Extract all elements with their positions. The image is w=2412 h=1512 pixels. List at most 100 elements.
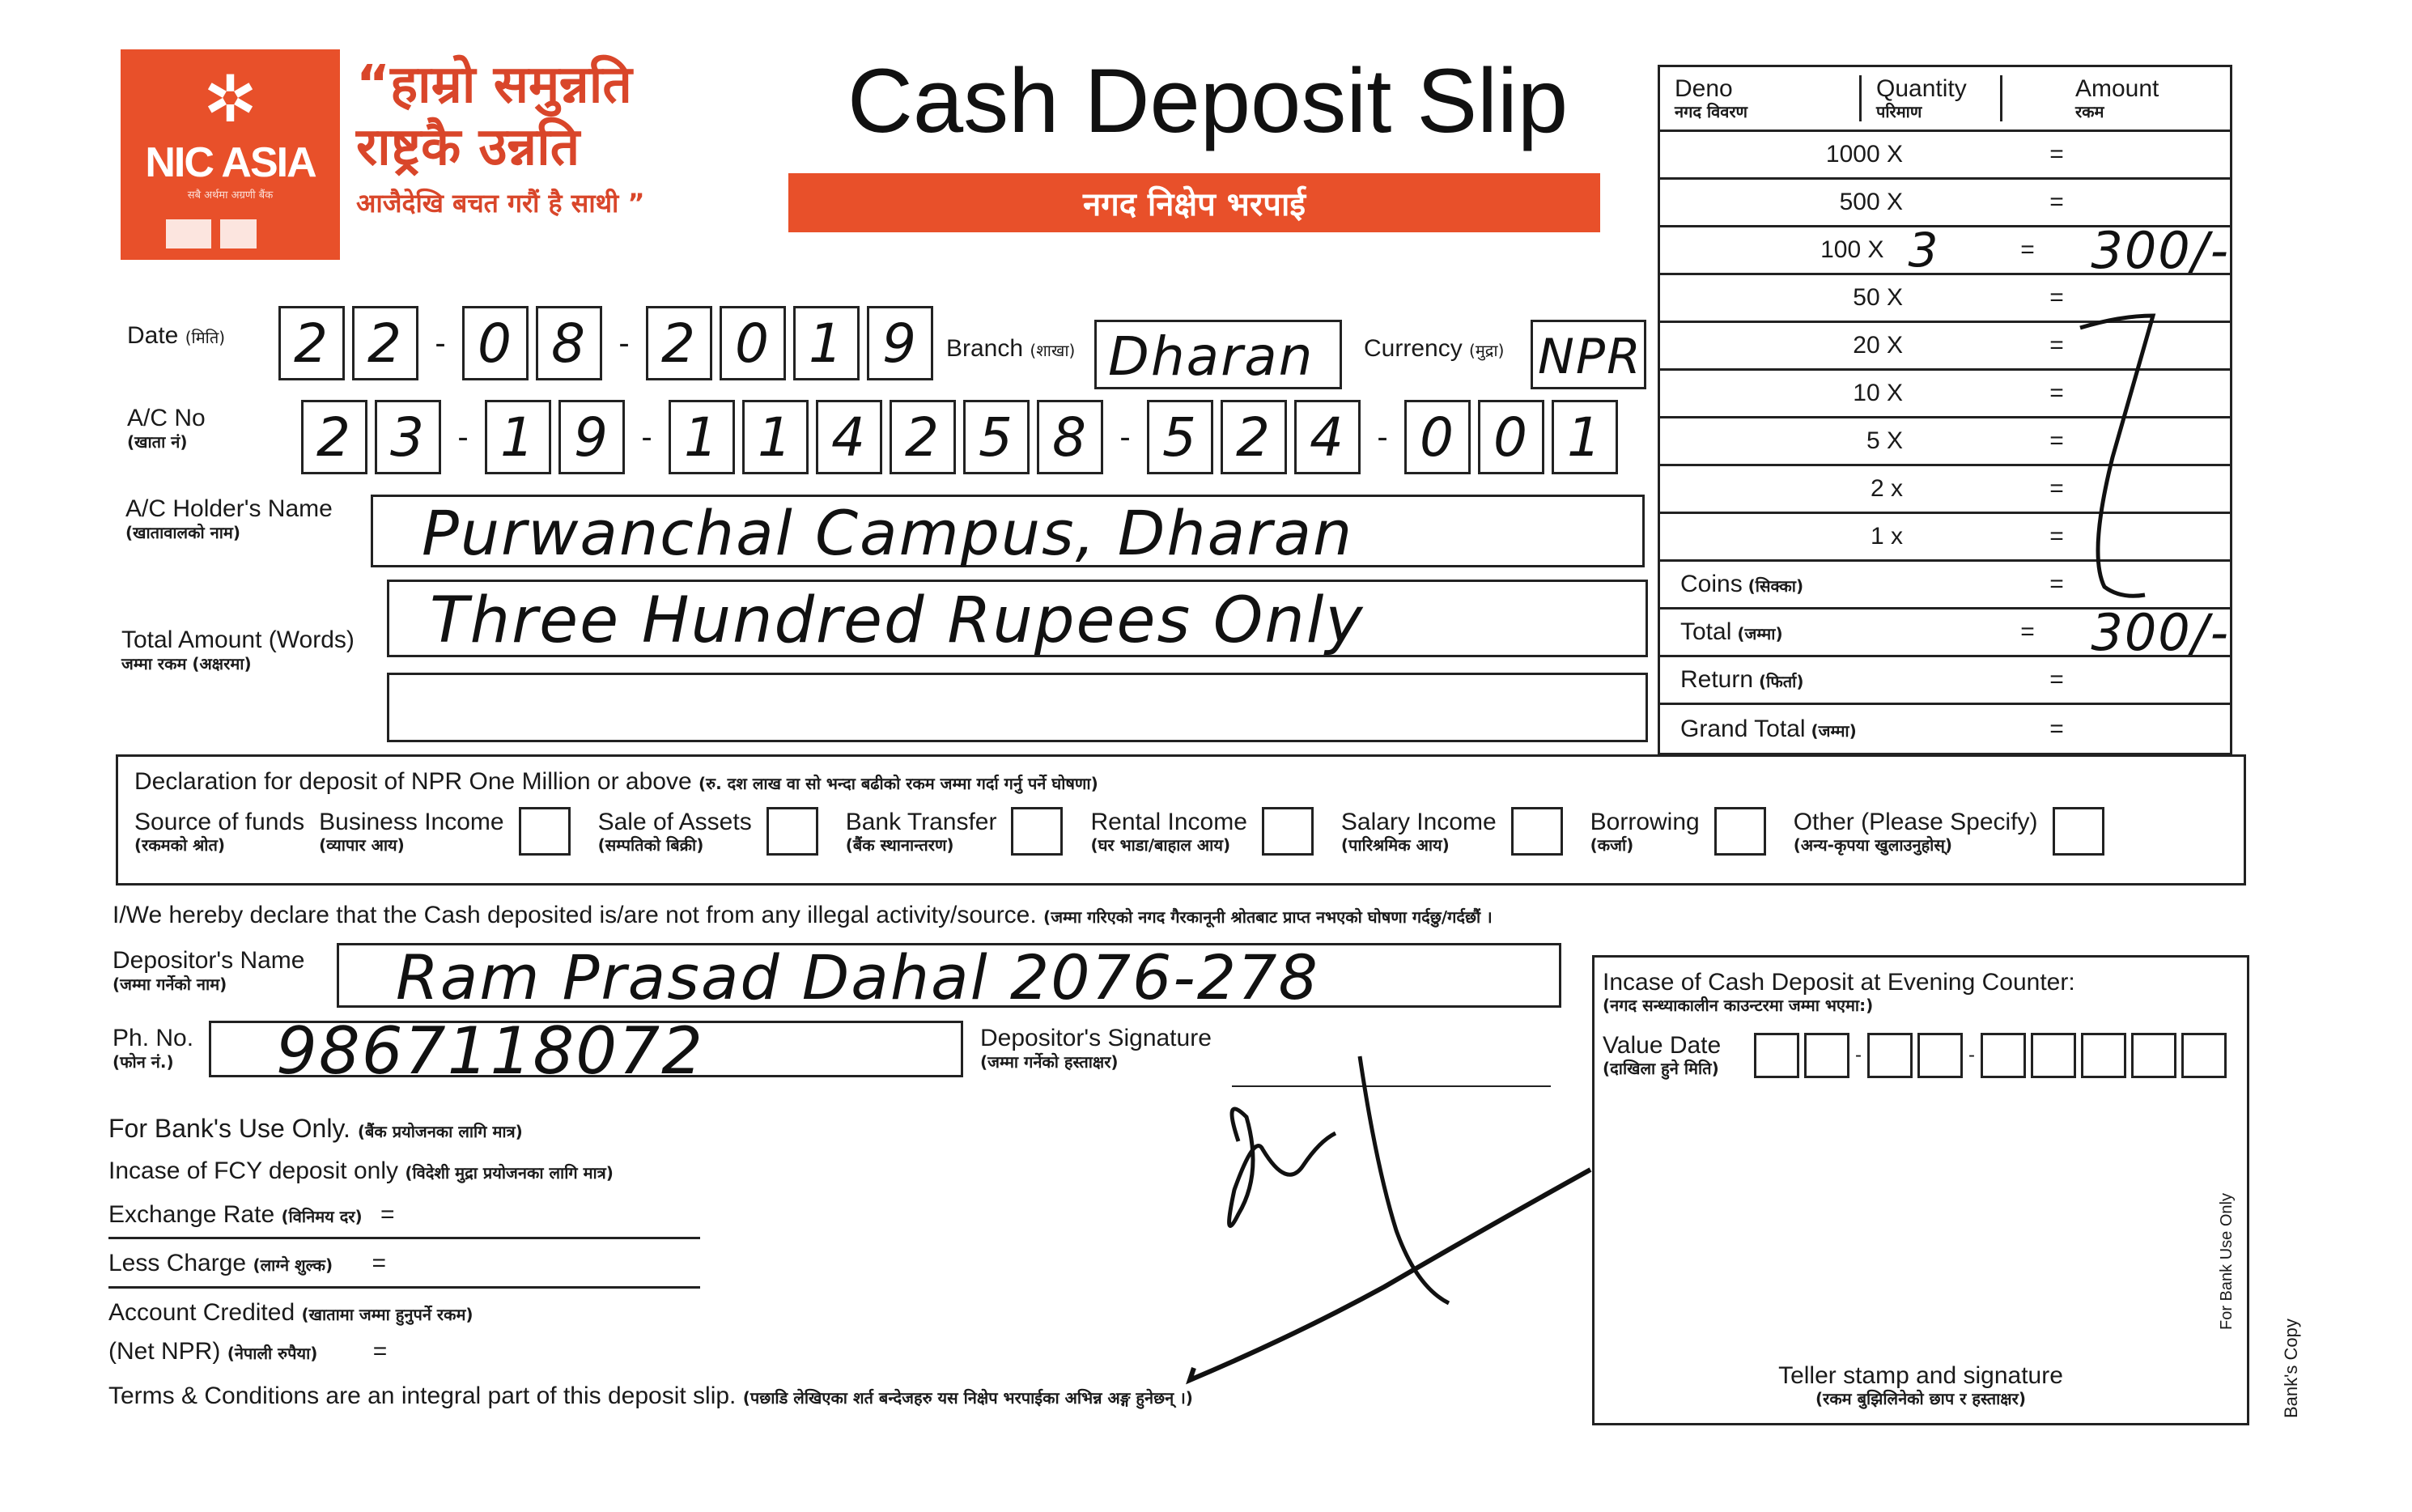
- phone-label-en: Ph. No.: [113, 1025, 194, 1051]
- digit-box[interactable]: 0: [1478, 400, 1544, 474]
- denomination-label: 2 x: [1660, 475, 1903, 503]
- denomination-label: 100 X: [1660, 236, 1883, 264]
- source-option-checkbox[interactable]: [518, 807, 571, 856]
- amount-field[interactable]: 300/-: [2091, 602, 2230, 662]
- branch-field[interactable]: Dharan: [1094, 320, 1342, 389]
- value-date-label: Value Date (दाखिला हुने मिति): [1603, 1032, 1721, 1077]
- equals-sign: =: [2020, 236, 2035, 263]
- digit-box[interactable]: 4: [816, 400, 882, 474]
- depositor-signature[interactable]: [1174, 1044, 1595, 1392]
- value-date-field[interactable]: --: [1754, 1033, 2232, 1078]
- digit-box[interactable]: 1: [793, 306, 860, 380]
- digit-box[interactable]: 2: [301, 400, 367, 474]
- equals-sign: =: [2020, 618, 2035, 645]
- source-of-funds-label: Source of funds (रकमको श्रोत): [134, 809, 304, 855]
- declaration-title-np: (रु. दश लाख वा सो भन्दा बढीको रकम जम्मा …: [699, 774, 1098, 793]
- digit-box[interactable]: 3: [375, 400, 441, 474]
- nic-asia-star-icon: ✲: [202, 63, 258, 135]
- equals-sign: =: [2049, 715, 2064, 742]
- digit-box[interactable]: 1: [742, 400, 809, 474]
- digit-box[interactable]: 2: [1221, 400, 1287, 474]
- value-date-box[interactable]: [1867, 1033, 1913, 1078]
- digit-box[interactable]: 4: [1294, 400, 1361, 474]
- evening-counter-title: Incase of Cash Deposit at Evening Counte…: [1603, 969, 2075, 1014]
- fcy-title-np: (विदेशी मुद्रा प्रयोजनका लागि मात्र): [405, 1163, 614, 1183]
- net-npr-label-np: (नेपाली रुपैया): [227, 1344, 318, 1363]
- logo-card-graphic: [165, 219, 295, 248]
- amount-field[interactable]: 300/-: [2091, 220, 2230, 280]
- value-date-box[interactable]: [2131, 1033, 2176, 1078]
- legal-declaration: I/We hereby declare that the Cash deposi…: [113, 902, 1493, 929]
- digit-box[interactable]: 9: [867, 306, 933, 380]
- digit-box[interactable]: 5: [963, 400, 1030, 474]
- source-option-np: (कर्जा): [1590, 835, 1634, 856]
- digit-box[interactable]: 2: [890, 400, 956, 474]
- phone-field[interactable]: 9867118072: [209, 1019, 963, 1084]
- digit-box[interactable]: 1: [485, 400, 551, 474]
- exchange-rate-line: [108, 1237, 700, 1239]
- value-date-box[interactable]: [1917, 1033, 1963, 1078]
- digit-box[interactable]: 2: [646, 306, 712, 380]
- value-date-box[interactable]: [2081, 1033, 2126, 1078]
- source-option-label: Business Income (व्यापार आय): [319, 809, 503, 855]
- holder-name-field[interactable]: Purwanchal Campus, Dharan: [371, 495, 1645, 569]
- digit-box[interactable]: 0: [720, 306, 786, 380]
- denomination-value: Coins: [1680, 571, 1743, 597]
- source-option-en: Business Income: [319, 808, 504, 835]
- source-option-checkbox[interactable]: [766, 807, 818, 856]
- source-option-np: (अन्य-कृपया खुलाउनुहोस्): [1793, 835, 1953, 856]
- equals-sign: =: [2049, 141, 2064, 168]
- currency-field[interactable]: NPR: [1531, 320, 1646, 389]
- source-option-en: Rental Income: [1090, 808, 1247, 835]
- source-option-checkbox[interactable]: [1011, 807, 1064, 856]
- source-option-checkbox[interactable]: [2052, 807, 2104, 856]
- digit-box[interactable]: 8: [1037, 400, 1103, 474]
- less-charge-row: Less Charge (लाग्ने शुल्क) =: [108, 1250, 386, 1277]
- depositor-name-field[interactable]: Ram Prasad Dahal 2076-278: [337, 943, 1561, 1010]
- source-option-en: Other (Please Specify): [1793, 808, 2038, 835]
- denomination-label: 10 X: [1660, 380, 1903, 407]
- teller-stamp-label-en: Teller stamp and signature: [1778, 1362, 2063, 1389]
- denomination-row: Total (जम्मा) = 300/-: [1660, 603, 2230, 662]
- source-option-label: Bank Transfer (बैंक स्थानान्तरण): [846, 809, 997, 855]
- value-date-box[interactable]: [2031, 1033, 2076, 1078]
- depositor-name-label-en: Depositor's Name: [113, 947, 305, 974]
- denomination-label: 1000 X: [1660, 141, 1903, 168]
- digit-box[interactable]: 1: [1552, 400, 1618, 474]
- digit-box[interactable]: 2: [278, 306, 345, 380]
- digit-box[interactable]: 0: [462, 306, 529, 380]
- value-date-box[interactable]: [1804, 1033, 1849, 1078]
- digit-separator: -: [1119, 419, 1131, 455]
- source-option-checkbox[interactable]: [1510, 807, 1563, 856]
- value-date-label-en: Value Date: [1603, 1032, 1722, 1059]
- denomination-value: 10 X: [1853, 380, 1903, 406]
- bank-use-title: For Bank's Use Only. (बैंक प्रयोजनका लाग…: [108, 1114, 523, 1144]
- header-quantity: Quantity परिमाण: [1862, 75, 2002, 121]
- source-option-checkbox[interactable]: [1713, 807, 1766, 856]
- digit-box[interactable]: 5: [1147, 400, 1213, 474]
- digit-box[interactable]: 8: [536, 306, 602, 380]
- digit-box[interactable]: 1: [669, 400, 735, 474]
- digit-box[interactable]: 0: [1404, 400, 1471, 474]
- value-date-box[interactable]: [1754, 1033, 1799, 1078]
- page-title: Cash Deposit Slip: [847, 50, 1569, 151]
- source-option-checkbox[interactable]: [1261, 807, 1314, 856]
- quantity-field[interactable]: 3: [1908, 223, 1940, 278]
- depositor-name-label: Depositor's Name (जम्मा गर्नेको नाम): [113, 947, 304, 993]
- exchange-rate-label: Exchange Rate: [108, 1201, 275, 1228]
- holder-name-label-np: (खातावालको नाम): [125, 522, 241, 542]
- value-date-box[interactable]: [1981, 1033, 2026, 1078]
- amount-words-field-line-2[interactable]: [387, 673, 1648, 742]
- digit-box[interactable]: 2: [352, 306, 418, 380]
- header-amount: Amount रकम: [2002, 75, 2173, 130]
- amount-words-field[interactable]: Three Hundred Rupees Only: [387, 580, 1648, 657]
- digit-separator: -: [457, 419, 469, 455]
- value-date-box[interactable]: [2181, 1033, 2227, 1078]
- equals-sign: =: [2049, 475, 2064, 502]
- source-label-en: Source of funds: [134, 808, 305, 835]
- digit-box[interactable]: 9: [558, 400, 625, 474]
- denomination-label-np: (सिक्का): [1742, 576, 1804, 596]
- denomination-label: 500 X: [1660, 189, 1903, 216]
